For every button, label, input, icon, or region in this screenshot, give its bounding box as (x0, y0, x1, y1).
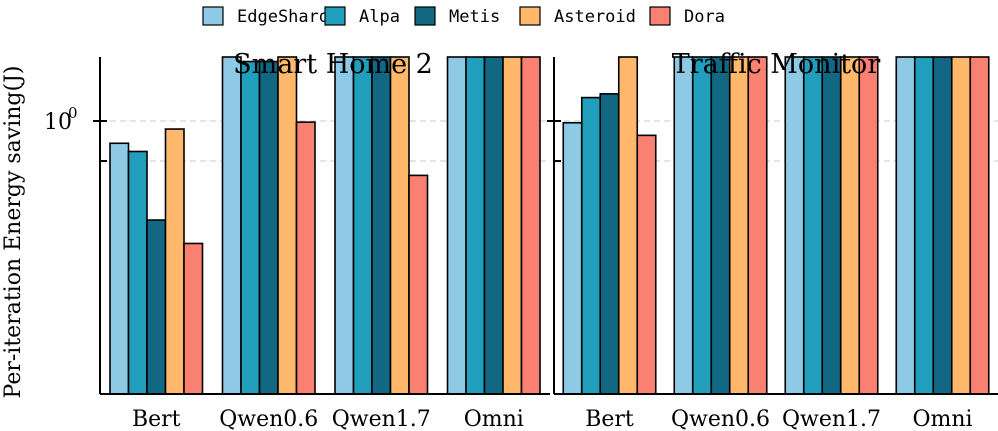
panel-title: Smart Home 2 (233, 49, 433, 80)
bar-edgeshard-qwen06 (221, 56, 242, 395)
bar-alpa-omni (465, 56, 486, 395)
bar-edgeshard-bert (109, 142, 130, 395)
x-tick-label: Bert (585, 407, 634, 431)
bar-metis-qwen17 (821, 56, 842, 395)
x-tick-label: Qwen1.7 (332, 407, 431, 431)
legend-label-asteroid: Asteroid (554, 7, 636, 27)
bar-asteroid-omni (950, 56, 972, 395)
x-tick-label: Bert (132, 407, 181, 431)
legend-swatch-asteroid (519, 6, 541, 26)
bar-asteroid-qwen06 (277, 56, 298, 395)
labels: Bert Qwen0.6 Qwen1.7 Omni Smart Home 2 Bert Qw… (44, 0, 973, 431)
bar-edgeshard-omni (895, 56, 916, 395)
bar-alpa-qwen06 (691, 56, 713, 395)
bar-alpa-qwen06 (240, 60, 261, 395)
legend-swatch-edgeshard (202, 6, 224, 26)
bar-edgeshard-qwen17 (334, 56, 355, 395)
bar-metis-qwen17 (371, 56, 392, 395)
bars (109, 56, 990, 395)
bar-dora-bert (183, 242, 204, 395)
bar-metis-qwen06 (710, 56, 731, 395)
bar-metis-omni (932, 56, 953, 395)
bar-dora-qwen06 (295, 121, 316, 395)
bar-asteroid-qwen17 (839, 56, 861, 395)
x-tick-label: Qwen0.6 (219, 407, 318, 431)
bar-metis-bert (599, 93, 620, 395)
bar-metis-qwen06 (258, 60, 279, 395)
bar-asteroid-omni (502, 56, 523, 395)
x-tick-label: Omni (464, 407, 524, 431)
panel-title: Traffic Monitor (672, 49, 881, 80)
legend-swatch-metis (414, 6, 436, 26)
bar-alpa-omni (913, 56, 935, 395)
legend-label-dora: Dora (684, 7, 725, 27)
bar-alpa-bert (127, 150, 148, 395)
bar-dora-bert (636, 134, 657, 395)
legend-label-alpa: Alpa (359, 7, 400, 27)
bar-dora-qwen17 (408, 174, 429, 395)
bar-edgeshard-omni (446, 56, 467, 395)
x-tick-label: Qwen1.7 (782, 407, 881, 431)
bar-metis-omni (483, 56, 504, 395)
axes (93, 57, 998, 395)
y-axis-title: Per-iteration Energy saving(J) (1, 66, 26, 399)
bar-alpa-bert (580, 96, 602, 395)
legend-swatch-dora (649, 6, 671, 26)
bar-asteroid-qwen06 (728, 56, 750, 395)
legend-swatch-alpa (324, 6, 346, 26)
bar-alpa-qwen17 (802, 56, 824, 395)
bar-edgeshard-qwen17 (784, 56, 805, 395)
bar-metis-bert (146, 219, 167, 395)
bar-alpa-qwen17 (352, 56, 373, 395)
bar-asteroid-bert (164, 128, 185, 395)
bar-asteroid-qwen17 (389, 56, 410, 395)
bar-edgeshard-qwen06 (673, 56, 694, 395)
legend-label-metis: Metis (449, 7, 500, 27)
bar-dora-omni (969, 56, 990, 395)
bar-dora-omni (520, 56, 541, 395)
x-tick-label: Omni (912, 407, 972, 431)
y-tick-exponent: 0 (68, 104, 78, 122)
legend: EdgeShard Alpa Metis Asteroid Dora (202, 6, 725, 27)
bar-dora-qwen17 (858, 56, 879, 395)
bar-dora-qwen06 (747, 56, 768, 395)
y-tick-label: 10 (44, 0, 72, 2)
bar-edgeshard-bert (562, 121, 583, 395)
bar-asteroid-bert (617, 56, 639, 395)
y-tick-label: 10 (44, 110, 72, 135)
legend-label-edgeshard: EdgeShard (237, 7, 329, 27)
x-tick-label: Qwen0.6 (671, 407, 770, 431)
